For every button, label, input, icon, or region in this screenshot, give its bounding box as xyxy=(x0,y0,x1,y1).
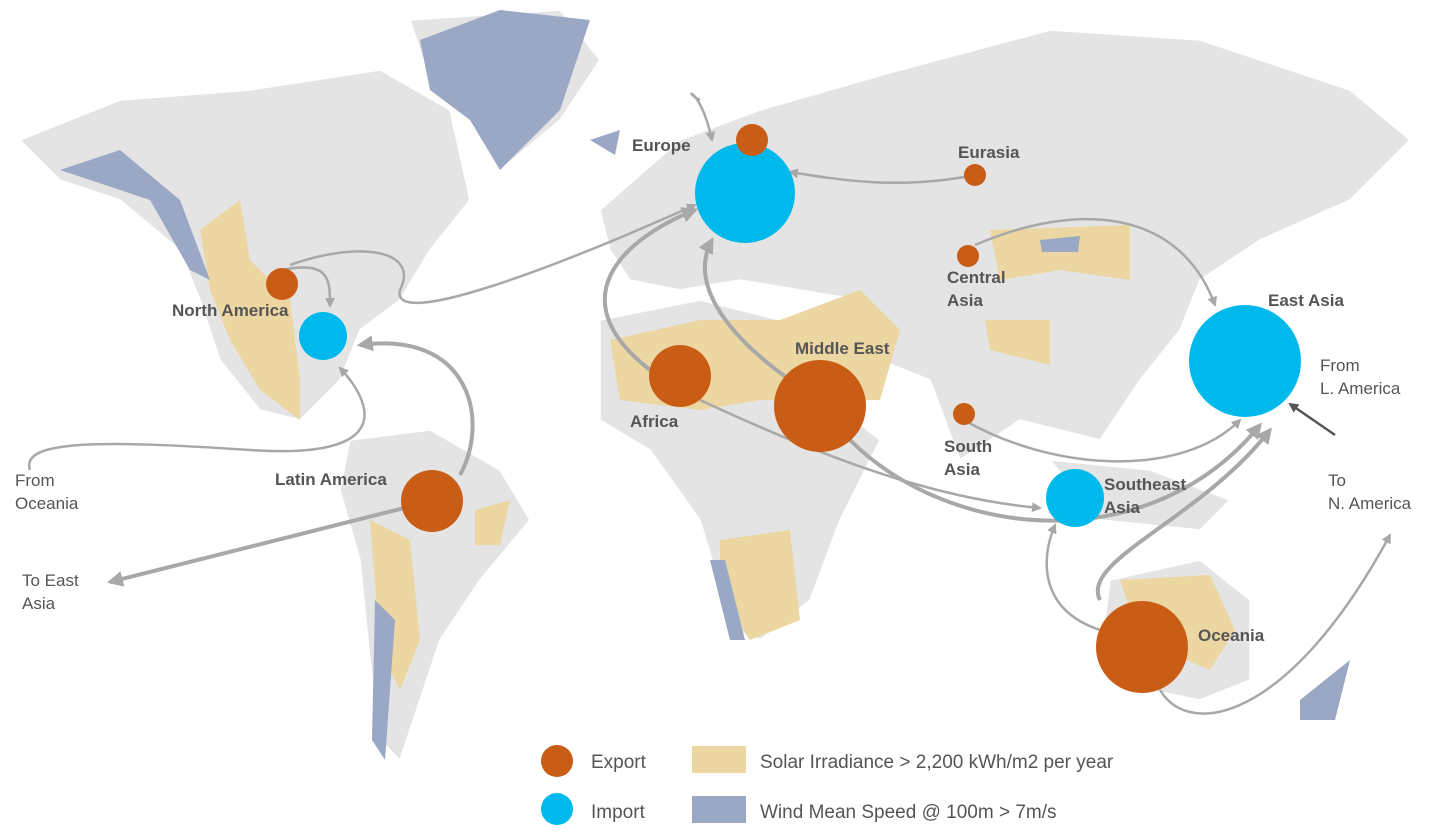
flow-note: Oceania xyxy=(15,494,79,513)
region-label: Middle East xyxy=(795,339,890,358)
export-hub xyxy=(964,164,986,186)
legend-solar: Solar Irradiance > 2,200 kWh/m2 per year xyxy=(760,752,1114,773)
flow-note: N. America xyxy=(1328,494,1412,513)
flow-note: To xyxy=(1328,471,1346,490)
flow-note: To East xyxy=(22,571,79,590)
legend-solar-swatch xyxy=(692,746,746,773)
region-label: North America xyxy=(172,301,289,320)
region-label: East Asia xyxy=(1268,291,1344,310)
export-hub xyxy=(736,124,768,156)
region-label: Southeast xyxy=(1104,475,1187,494)
export-hub xyxy=(1096,601,1188,693)
region-label: South xyxy=(944,437,992,456)
flows xyxy=(27,92,1392,715)
import-hub xyxy=(1046,469,1104,527)
hubs xyxy=(266,124,1301,693)
region-label: Oceania xyxy=(1198,626,1265,645)
legend-export: Export xyxy=(591,752,647,773)
region-label: Eurasia xyxy=(958,143,1020,162)
labels: Europe Eurasia North America Central Asia Eas… xyxy=(15,136,1412,645)
region-label: Central xyxy=(947,268,1006,287)
export-hub xyxy=(774,360,866,452)
import-hub xyxy=(1189,305,1301,417)
import-hub xyxy=(695,143,795,243)
flow-note: L. America xyxy=(1320,379,1401,398)
export-hub xyxy=(957,245,979,267)
region-label: Europe xyxy=(632,136,691,155)
export-hub xyxy=(649,345,711,407)
export-hub xyxy=(401,470,463,532)
region-label: Asia xyxy=(944,460,980,479)
region-label: Latin America xyxy=(275,470,387,489)
legend-import-swatch xyxy=(541,793,573,825)
export-hub xyxy=(266,268,298,300)
region-label: Africa xyxy=(630,412,679,431)
wind-zones xyxy=(60,10,1350,760)
legend: Export Import Solar Irradiance > 2,200 k… xyxy=(541,745,1114,825)
region-label: Asia xyxy=(947,291,983,310)
import-hub xyxy=(299,312,347,360)
export-hub xyxy=(953,403,975,425)
flow-note: From xyxy=(15,471,55,490)
legend-wind-swatch xyxy=(692,796,746,823)
legend-export-swatch xyxy=(541,745,573,777)
flow-note: From xyxy=(1320,356,1360,375)
legend-wind: Wind Mean Speed @ 100m > 7m/s xyxy=(760,802,1057,823)
legend-import: Import xyxy=(591,802,646,823)
region-label: Asia xyxy=(1104,498,1140,517)
flow-note: Asia xyxy=(22,594,56,613)
